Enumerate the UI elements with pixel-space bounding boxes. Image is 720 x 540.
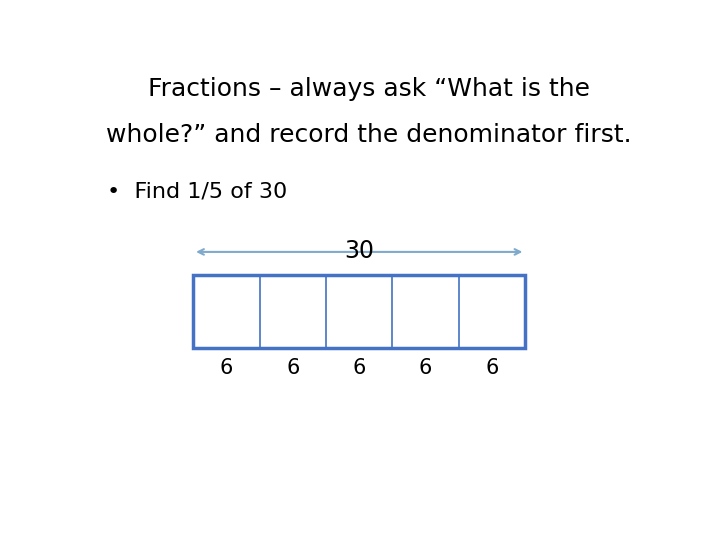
Text: 6: 6 [286,358,300,378]
Bar [193,275,526,348]
Text: 6: 6 [220,358,233,378]
Text: Fractions – always ask “What is the: Fractions – always ask “What is the [148,77,590,102]
Text: •  Find 1/5 of 30: • Find 1/5 of 30 [107,181,287,201]
Text: 6: 6 [353,358,366,378]
Text: 30: 30 [344,239,374,263]
Text: 6: 6 [485,358,499,378]
Text: whole?” and record the denominator first.: whole?” and record the denominator first… [106,123,632,147]
Text: 6: 6 [419,358,432,378]
